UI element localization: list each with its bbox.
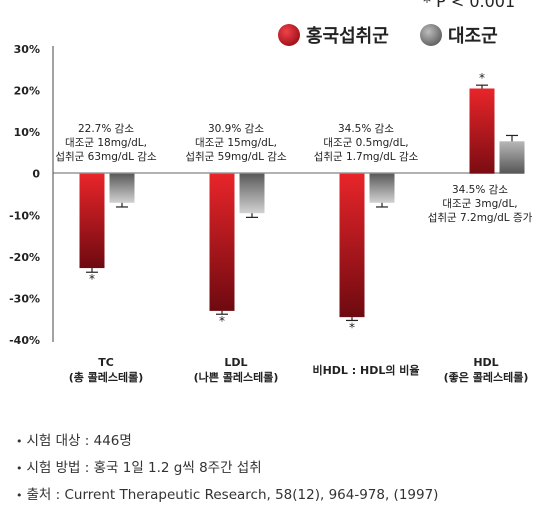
legend: 홍국섭취군 대조군 — [278, 24, 498, 47]
annotation-line: 섭취군 59mg/dL 감소 — [185, 151, 287, 163]
bar-supplement — [469, 88, 495, 174]
bar-control — [239, 173, 265, 214]
significance-marker: * — [219, 314, 225, 328]
annotation-line: 대조군 18mg/dL, — [65, 137, 147, 149]
y-tick-label: 30% — [14, 43, 40, 56]
bar-control — [109, 173, 135, 203]
y-tick-label: -10% — [9, 209, 40, 222]
note-method: • 시험 방법 : 홍국 1일 1.2 g씩 8주간 섭취 — [16, 455, 531, 482]
x-category-label: LDL — [224, 356, 247, 369]
legend-label-control: 대조군 — [448, 26, 498, 47]
note-text: 시험 방법 : 홍국 1일 1.2 g씩 8주간 섭취 — [26, 460, 262, 476]
note-text: 시험 대상 : 446명 — [26, 433, 132, 449]
x-category-label: HDL — [473, 356, 498, 369]
bar-supplement — [339, 173, 365, 318]
bullet: • — [16, 435, 23, 448]
annotation-line: 대조군 15mg/dL, — [195, 137, 277, 149]
x-category-label: TC — [98, 356, 114, 369]
x-category-sublabel: (나쁜 콜레스테롤) — [194, 370, 279, 384]
annotation-line: 대조군 0.5mg/dL, — [323, 137, 408, 149]
y-tick-label: -30% — [9, 292, 40, 305]
study-notes: • 시험 대상 : 446명 • 시험 방법 : 홍국 1일 1.2 g씩 8주간 … — [16, 428, 531, 509]
y-tick-label: 20% — [14, 85, 40, 98]
significance-marker: * — [89, 272, 95, 286]
y-tick-label: -40% — [9, 334, 40, 347]
significance-marker: * — [349, 320, 355, 334]
x-category-sublabel: (좋은 콜레스테롤) — [444, 370, 529, 384]
bar-supplement — [209, 173, 235, 311]
note-subjects: • 시험 대상 : 446명 — [16, 428, 531, 455]
annotation-line: 34.5% 감소 — [338, 123, 394, 135]
significance-note: * P < 0.001 — [423, 0, 515, 11]
y-tick-label: -20% — [9, 251, 40, 264]
note-text: 출처 : Current Therapeutic Research, 58(12… — [26, 487, 439, 503]
annotation-line: 22.7% 감소 — [78, 123, 134, 135]
cholesterol-bar-chart: * P < 0.001 홍국섭취군 대조군 30% 20% 10% 0 -10% -20%… — [9, 0, 533, 384]
note-source: • 출처 : Current Therapeutic Research, 58(1… — [16, 482, 531, 509]
annotation-line: 섭취군 63mg/dL 감소 — [55, 151, 157, 163]
bullet: • — [16, 489, 23, 502]
annotation-line: 30.9% 감소 — [208, 123, 264, 135]
bar-control — [499, 141, 525, 174]
bar-supplement — [79, 173, 105, 269]
legend-swatch-supplement — [278, 24, 300, 46]
annotation-line: 대조군 3mg/dL, — [442, 198, 517, 210]
annotation-line: 섭취군 7.2mg/dL 증가 — [428, 212, 533, 224]
annotation-line: 34.5% 감소 — [452, 184, 508, 196]
bar-control — [369, 173, 395, 203]
x-category-label: 비HDL : HDL의 비율 — [312, 363, 419, 377]
legend-label-supplement: 홍국섭취군 — [306, 25, 389, 47]
significance-marker: * — [479, 71, 485, 85]
x-category-sublabel: (총 콜레스테롤) — [69, 370, 144, 384]
annotation-line: 섭취군 1.7mg/dL 감소 — [314, 151, 419, 163]
y-tick-label: 10% — [14, 126, 40, 139]
legend-swatch-control — [420, 24, 442, 46]
y-tick-label: 0 — [32, 168, 40, 181]
bullet: • — [16, 462, 23, 475]
